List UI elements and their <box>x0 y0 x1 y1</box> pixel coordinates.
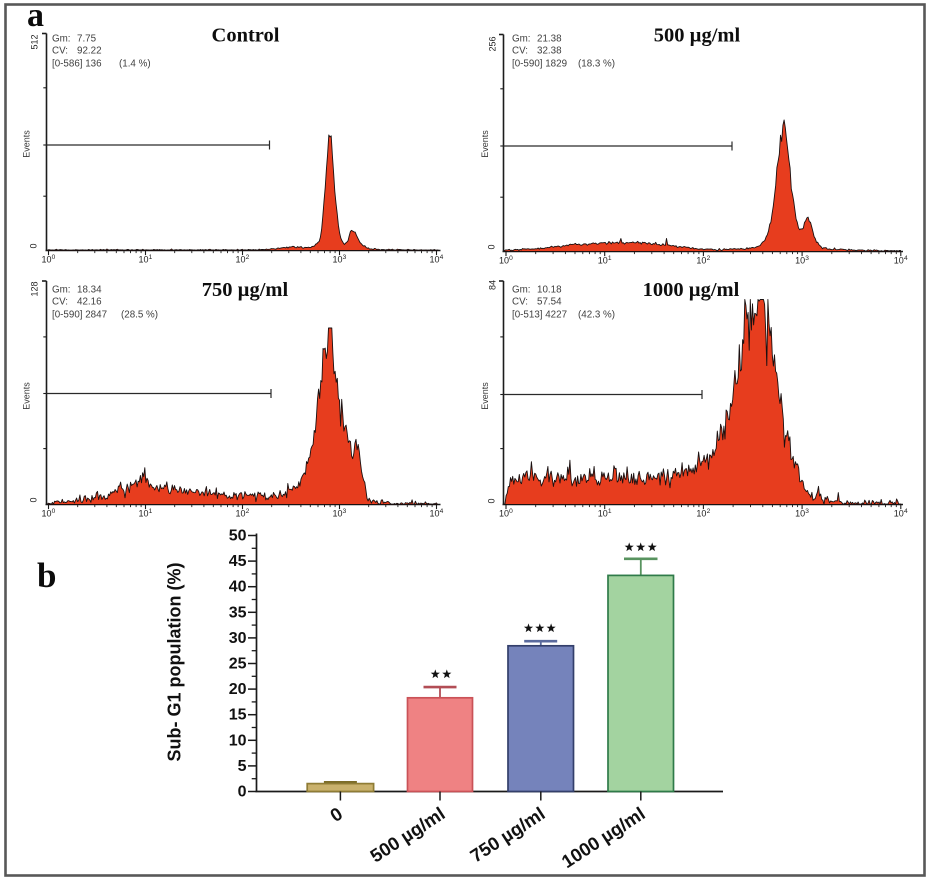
svg-text:10: 10 <box>429 509 439 519</box>
svg-text:10: 10 <box>429 255 439 265</box>
svg-text:Events: Events <box>480 382 490 410</box>
svg-text:Gm:: Gm: <box>52 33 71 44</box>
svg-text:10: 10 <box>235 509 245 519</box>
svg-text:92.22: 92.22 <box>77 45 102 56</box>
svg-text:3: 3 <box>343 254 347 261</box>
svg-text:10: 10 <box>894 509 904 519</box>
svg-text:10: 10 <box>332 255 342 265</box>
svg-text:0: 0 <box>509 508 513 515</box>
svg-text:750 µg/ml: 750 µg/ml <box>202 279 289 301</box>
svg-text:10: 10 <box>332 509 342 519</box>
svg-text:[0-586] 136: [0-586] 136 <box>52 58 102 69</box>
svg-text:35: 35 <box>229 604 247 621</box>
svg-text:4: 4 <box>440 508 444 515</box>
svg-text:0: 0 <box>52 508 56 515</box>
svg-text:10: 10 <box>138 509 148 519</box>
svg-text:3: 3 <box>805 255 809 262</box>
svg-text:10.18: 10.18 <box>537 285 562 296</box>
svg-text:b: b <box>37 556 56 595</box>
svg-text:Events: Events <box>22 382 32 410</box>
svg-text:10: 10 <box>235 255 245 265</box>
svg-text:0: 0 <box>52 254 56 261</box>
svg-text:0: 0 <box>509 255 513 262</box>
svg-text:500 µg/ml: 500 µg/ml <box>654 25 741 47</box>
svg-text:3: 3 <box>805 508 809 515</box>
svg-text:a: a <box>27 0 44 34</box>
svg-text:[0-513] 4227: [0-513] 4227 <box>512 310 567 321</box>
svg-text:Gm:: Gm: <box>512 33 531 44</box>
svg-text:50: 50 <box>229 528 247 545</box>
svg-text:512: 512 <box>30 34 40 49</box>
svg-text:45: 45 <box>229 553 247 570</box>
svg-text:CV:: CV: <box>52 45 68 56</box>
svg-text:1: 1 <box>149 508 153 515</box>
svg-text:5: 5 <box>238 758 247 775</box>
svg-text:Control: Control <box>212 25 280 47</box>
svg-text:10: 10 <box>229 732 247 749</box>
svg-text:1: 1 <box>608 255 612 262</box>
svg-text:21.38: 21.38 <box>537 33 562 44</box>
svg-text:(1.4 %): (1.4 %) <box>119 58 151 69</box>
svg-text:10: 10 <box>499 256 509 266</box>
svg-text:[0-590] 1829: [0-590] 1829 <box>512 58 567 69</box>
svg-text:128: 128 <box>30 281 40 296</box>
svg-text:(28.5 %): (28.5 %) <box>121 310 158 321</box>
svg-text:10: 10 <box>894 256 904 266</box>
svg-text:10: 10 <box>41 509 51 519</box>
svg-text:10: 10 <box>41 255 51 265</box>
svg-text:0: 0 <box>29 243 39 248</box>
svg-text:256: 256 <box>488 36 498 51</box>
svg-text:7.75: 7.75 <box>77 33 97 44</box>
svg-text:15: 15 <box>229 707 247 724</box>
svg-text:84: 84 <box>488 280 498 290</box>
svg-text:40: 40 <box>229 579 247 596</box>
svg-text:(42.3 %): (42.3 %) <box>578 310 615 321</box>
svg-text:0: 0 <box>487 244 497 249</box>
svg-text:4: 4 <box>440 254 444 261</box>
svg-text:10: 10 <box>499 509 509 519</box>
svg-text:CV:: CV: <box>512 45 528 56</box>
svg-text:2: 2 <box>246 508 250 515</box>
svg-text:30: 30 <box>229 630 247 647</box>
svg-text:0: 0 <box>238 784 247 801</box>
svg-text:(18.3 %): (18.3 %) <box>578 58 615 69</box>
svg-text:2: 2 <box>246 254 250 261</box>
svg-text:Gm:: Gm: <box>512 285 531 296</box>
svg-text:42.16: 42.16 <box>77 297 102 308</box>
svg-text:10: 10 <box>598 256 608 266</box>
svg-text:32.38: 32.38 <box>537 45 562 56</box>
svg-text:10: 10 <box>138 255 148 265</box>
svg-text:0: 0 <box>29 497 39 502</box>
svg-text:Events: Events <box>22 130 32 158</box>
svg-text:4: 4 <box>904 508 908 515</box>
svg-text:1: 1 <box>608 508 612 515</box>
svg-text:10: 10 <box>795 509 805 519</box>
svg-text:Events: Events <box>480 130 490 158</box>
svg-text:[0-590] 2847: [0-590] 2847 <box>52 310 107 321</box>
svg-text:Sub- G1 population (%): Sub- G1 population (%) <box>165 563 185 762</box>
svg-text:20: 20 <box>229 681 247 698</box>
svg-text:CV:: CV: <box>52 297 68 308</box>
svg-text:57.54: 57.54 <box>537 297 562 308</box>
svg-text:2: 2 <box>707 508 711 515</box>
svg-text:10: 10 <box>598 509 608 519</box>
svg-text:2: 2 <box>707 255 711 262</box>
svg-text:3: 3 <box>343 508 347 515</box>
svg-text:0: 0 <box>487 498 497 503</box>
svg-text:10: 10 <box>795 256 805 266</box>
svg-text:10: 10 <box>696 256 706 266</box>
svg-text:1: 1 <box>149 254 153 261</box>
svg-text:10: 10 <box>696 509 706 519</box>
svg-text:25: 25 <box>229 656 247 673</box>
svg-text:4: 4 <box>904 255 908 262</box>
svg-text:CV:: CV: <box>512 297 528 308</box>
svg-text:1000 µg/ml: 1000 µg/ml <box>643 279 740 301</box>
svg-text:18.34: 18.34 <box>77 285 102 296</box>
svg-text:Gm:: Gm: <box>52 285 71 296</box>
